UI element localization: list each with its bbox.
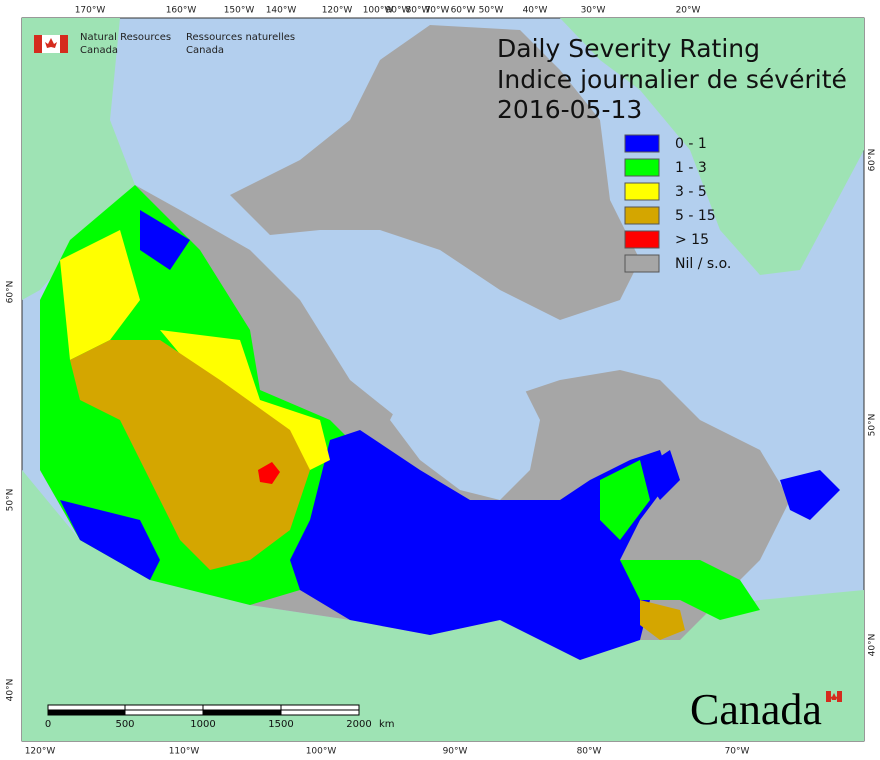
longitude-label: 100°W [306, 747, 337, 757]
region-orange [70, 340, 310, 570]
legend-label: 0 - 1 [675, 136, 707, 152]
longitude-label: 60°W [451, 6, 476, 16]
flag-bar [60, 35, 68, 53]
longitude-label: 120°W [322, 6, 353, 16]
longitude-label: 70°W [725, 747, 750, 757]
legend: 0 - 1 1 - 3 3 - 5 5 - 15 > 15 Nil / s.o. [624, 134, 731, 273]
longitude-label: 170°W [75, 6, 106, 16]
legend-label: 1 - 3 [675, 160, 707, 176]
alaska [22, 18, 135, 300]
longitude-label: 150°W [224, 6, 255, 16]
scale-label: 500 [115, 719, 134, 730]
title: Daily Severity Rating [497, 34, 760, 63]
scale-label: 2000 [346, 719, 371, 730]
legend-label: 5 - 15 [675, 208, 716, 224]
latitude-label: 50°N [868, 414, 878, 437]
flag-bar [837, 691, 842, 702]
longitude-label: 160°W [166, 6, 197, 16]
agency-fr: Ressources naturelles [186, 32, 295, 43]
latitude-label: 60°N [6, 281, 16, 304]
scale-segment [47, 709, 126, 716]
agency-en: Canada [80, 45, 118, 56]
usa [22, 470, 864, 741]
scale-segment [202, 709, 282, 716]
longitude-label: 80°W [577, 747, 602, 757]
longitude-label: 80°W [406, 6, 431, 16]
wordmark: Canada [690, 685, 822, 734]
longitude-label: 90°W [386, 6, 411, 16]
scale-label: 0 [45, 719, 51, 730]
legend-swatch [624, 254, 660, 273]
legend-label: 3 - 5 [675, 184, 707, 200]
longitude-label: 120°W [25, 747, 56, 757]
legend-swatch [624, 134, 660, 153]
greenland [560, 18, 864, 275]
latitude-label: 40°N [868, 634, 878, 657]
region-blue-north [140, 210, 190, 270]
longitude-label: 50°W [479, 6, 504, 16]
latitude-label: 40°N [6, 679, 16, 702]
longitude-label: 110°W [169, 747, 200, 757]
longitude-label: 140°W [266, 6, 297, 16]
legend-swatch [624, 206, 660, 225]
region-blue-newfoundland [780, 470, 840, 520]
scale-label: 1000 [190, 719, 215, 730]
scale-label: 1500 [268, 719, 293, 730]
legend-swatch [624, 230, 660, 249]
region-yellow-north [60, 230, 140, 360]
scale-segment [124, 709, 204, 716]
longitude-label: 40°W [523, 6, 548, 16]
title-fr: Indice journalier de sévérité [497, 65, 847, 94]
longitude-label: 90°W [443, 747, 468, 757]
hudson-bay [390, 360, 540, 500]
longitude-label: 30°W [581, 6, 606, 16]
scale-segment [280, 704, 360, 711]
region-blue-bc [60, 500, 160, 580]
longitude-label: 70°W [425, 6, 450, 16]
scale-unit: km [379, 719, 395, 730]
scale-segment [47, 704, 126, 711]
scale-segment [124, 704, 204, 711]
graticule: 170°W 160°W 150°W 140°W 120°W 100°W90°W80°W70… [6, 6, 878, 757]
latitude-label: 60°N [868, 149, 878, 172]
region-blue-labrador [640, 450, 680, 500]
scale-segment [280, 709, 360, 716]
agency-fr: Canada [186, 45, 224, 56]
region-blue-east [290, 430, 670, 660]
scale-segment [202, 704, 282, 711]
arctic-islands [230, 25, 640, 320]
region-orange-east [640, 600, 685, 640]
flag-bar [826, 691, 831, 702]
flag-bar [34, 35, 42, 53]
longitude-label: 100°W [363, 6, 394, 16]
latitude-label: 50°N [6, 489, 16, 512]
region-green-quebec [600, 460, 650, 540]
region-green-maritimes [620, 560, 760, 620]
longitude-label: 20°W [676, 6, 701, 16]
legend-swatch [624, 182, 660, 201]
legend-label: > 15 [675, 232, 709, 248]
region-red [258, 462, 280, 484]
legend-swatch [624, 158, 660, 177]
scale-bar: 0 500 1000 1500 2000 km [45, 704, 395, 730]
maple-leaf [45, 38, 57, 48]
legend-label: Nil / s.o. [675, 256, 731, 272]
date: 2016-05-13 [497, 95, 642, 124]
maple-leaf [830, 693, 838, 700]
agency-en: Natural Resources [80, 32, 171, 43]
